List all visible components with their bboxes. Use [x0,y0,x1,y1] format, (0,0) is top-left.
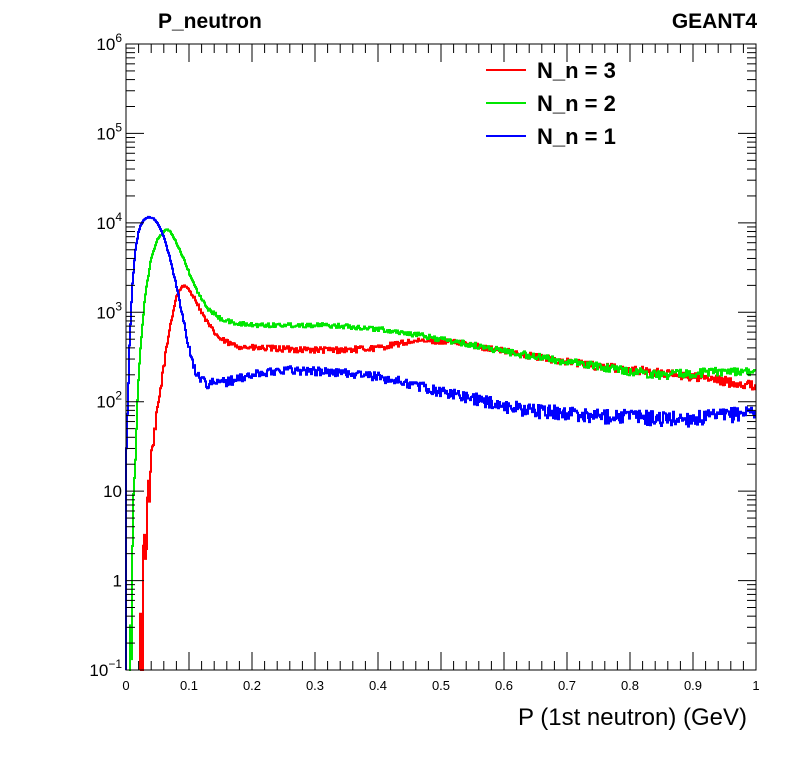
series-line [125,215,756,670]
y-tick-label: 103 [96,299,122,322]
x-tick-label: 0.8 [621,678,639,693]
series-line [129,228,756,671]
legend-label: N_n = 3 [537,58,616,83]
x-tick-label: 0.3 [306,678,324,693]
y-tick-label: 102 [96,389,122,412]
x-tick-label: 0.5 [432,678,450,693]
x-tick-label: 0.6 [495,678,513,693]
chart-title: P_neutron [158,10,262,33]
legend-label: N_n = 1 [537,124,616,149]
x-tick-label: 0.2 [243,678,261,693]
y-tick-label: 10 [103,482,122,501]
x-tick-label: 1 [752,678,759,693]
y-tick-label: 106 [96,31,122,54]
y-tick-label: 104 [96,210,122,233]
x-axis: 0 0.1 0.2 0.3 0.4 0.5 0.6 0.7 0.8 0.9 1 [122,44,760,693]
x-tick-label: 0.7 [558,678,576,693]
x-axis-label: P (1st neutron) (GeV) [518,704,747,731]
y-tick-label: 105 [96,120,122,143]
y-tick-label: 1 [113,572,122,591]
y-tick-label: 10−1 [89,657,122,680]
legend: N_n = 3 N_n = 2 N_n = 1 [486,58,616,149]
y-axis: 10−1 1 10 102 103 104 105 106 [89,31,756,680]
x-tick-label: 0 [122,678,129,693]
x-tick-label: 0.1 [180,678,198,693]
legend-label: N_n = 2 [537,91,616,116]
x-tick-label: 0.9 [684,678,702,693]
generator-label: GEANT4 [672,10,758,33]
series-layer [125,215,756,671]
x-tick-label: 0.4 [369,678,387,693]
